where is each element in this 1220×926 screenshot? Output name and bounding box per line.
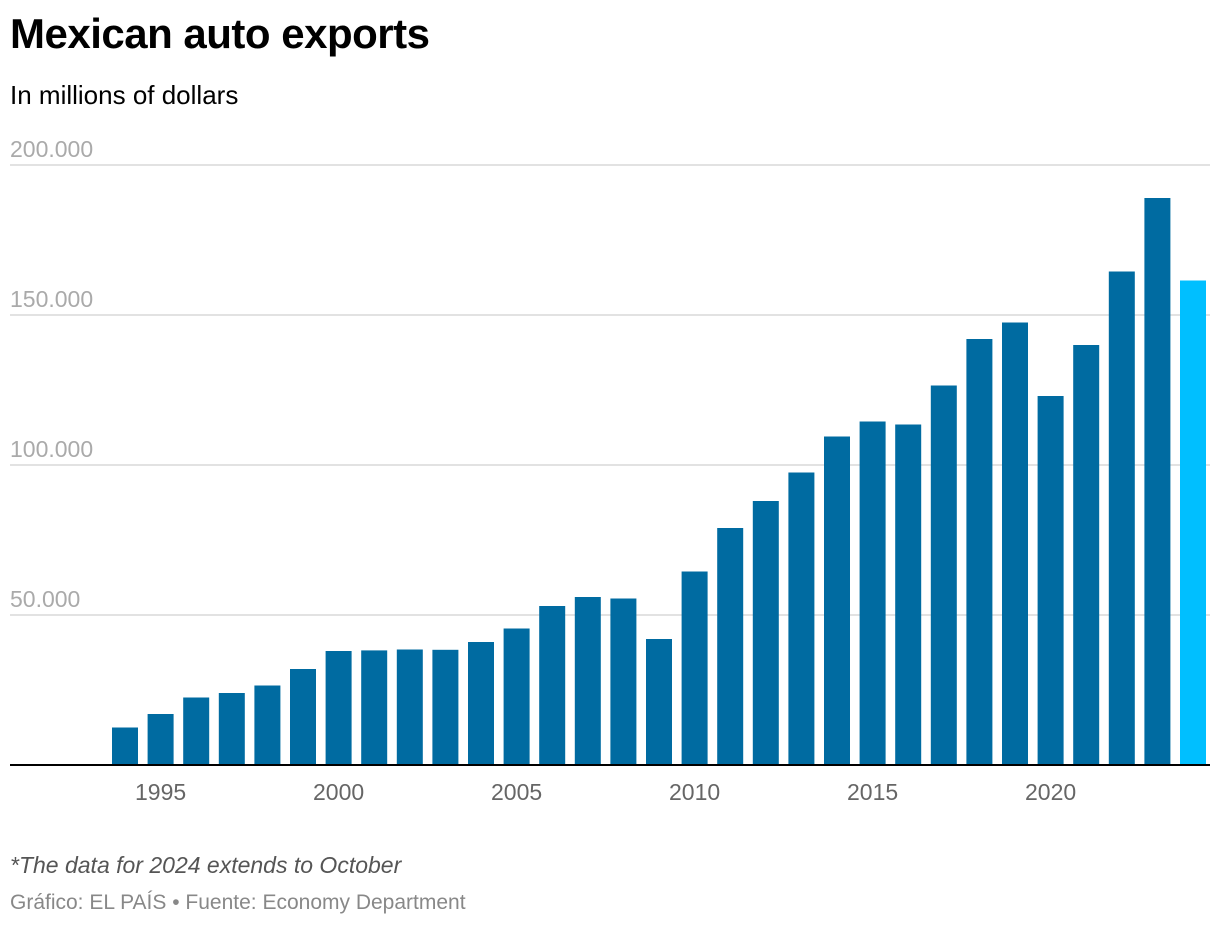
y-tick-label: 100.000 (10, 436, 93, 462)
chart-subtitle: In millions of dollars (10, 80, 239, 110)
bar-2005 (503, 628, 530, 765)
bar-1995 (147, 714, 174, 765)
axis-layer: 1995 2000 2005 2010 2015 2020 (10, 764, 1210, 805)
y-tick-label: 150.000 (10, 286, 93, 312)
bar-2011 (717, 528, 744, 765)
bar-2000 (325, 651, 352, 765)
chart-title: Mexican auto exports (10, 10, 430, 57)
bar-1997 (218, 693, 245, 765)
bar-2016 (895, 424, 922, 765)
footnote: *The data for 2024 extends to October (10, 852, 402, 878)
bar-2015 (859, 421, 886, 765)
bar-layer (112, 198, 1206, 765)
bar-1996 (183, 697, 210, 765)
bar-2008 (610, 598, 637, 765)
bar-1994 (112, 727, 138, 765)
bar-2002 (396, 649, 423, 765)
bar-1999 (290, 669, 316, 765)
bar-2017 (930, 385, 957, 765)
x-tick-label: 2015 (847, 779, 898, 805)
bar-2010 (681, 571, 708, 765)
bar-2023 (1144, 198, 1171, 765)
bar-2001 (361, 650, 388, 765)
bar-2021 (1073, 345, 1100, 765)
bar-2013 (788, 472, 815, 765)
source-credit: Gráfico: EL PAÍS • Fuente: Economy Depar… (10, 891, 466, 914)
bar-2006 (539, 606, 566, 765)
bar-2003 (432, 649, 459, 765)
x-tick-label: 2000 (313, 779, 364, 805)
x-tick-label: 2020 (1025, 779, 1076, 805)
bar-2014 (824, 436, 850, 765)
bar-chart: 50.000 100.000 150.000 200.000 1995 2000 2005… (10, 136, 1210, 805)
bar-2004 (468, 642, 494, 765)
bar-2012 (752, 501, 779, 765)
x-tick-label: 2010 (669, 779, 720, 805)
bar-2019 (1002, 322, 1028, 765)
bar-2022 (1108, 271, 1135, 765)
bar-2020 (1037, 396, 1064, 765)
bar-2007 (574, 597, 601, 765)
y-tick-label: 50.000 (10, 586, 80, 612)
x-tick-label: 2005 (491, 779, 542, 805)
bar-2009 (646, 639, 672, 765)
y-tick-label: 200.000 (10, 136, 93, 162)
bar-2024 (1180, 280, 1206, 765)
grid-layer: 50.000 100.000 150.000 200.000 (10, 136, 1210, 616)
x-tick-label: 1995 (135, 779, 186, 805)
bar-1998 (254, 685, 281, 765)
bar-2018 (966, 339, 993, 765)
